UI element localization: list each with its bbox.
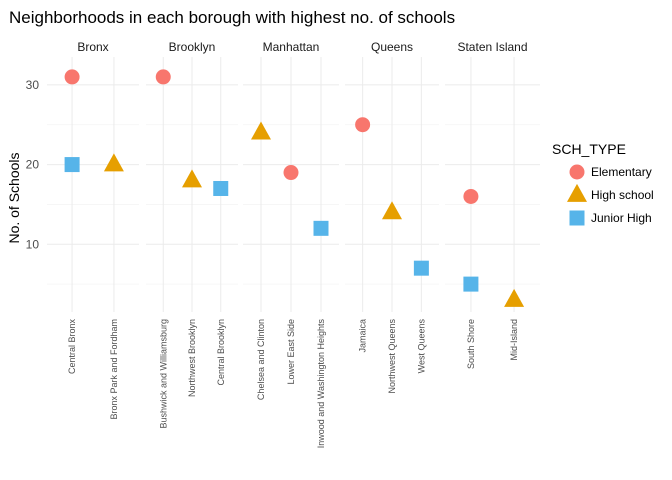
facet-label: Manhattan xyxy=(263,40,320,54)
legend-entry-elementary: Elementary xyxy=(569,164,652,180)
x-tick-label: Bronx Park and Fordham xyxy=(109,319,119,420)
legend-title: SCH_TYPE xyxy=(552,141,626,157)
x-tick-label: Northwest Brooklyn xyxy=(187,319,197,397)
point-high-school xyxy=(382,201,402,220)
legend-entries: Elementary High school Junior High xyxy=(567,164,654,226)
point-elementary xyxy=(155,69,171,85)
x-tick-label: Northwest Queens xyxy=(387,319,397,394)
point-high-school xyxy=(103,153,124,172)
x-tick-label: South Shore xyxy=(466,319,476,369)
x-tick-label: Lower East Side xyxy=(286,319,296,385)
facet-label: Queens xyxy=(371,40,413,54)
point-junior-high xyxy=(313,220,329,236)
y-axis-title: No. of Schools xyxy=(6,152,22,243)
x-tick-label: Jamaica xyxy=(358,319,368,353)
facet-label: Brooklyn xyxy=(169,40,216,54)
chart-title: Neighborhoods in each borough with highe… xyxy=(9,8,455,27)
point-high-school xyxy=(182,169,202,188)
x-tick-label: Bushwick and Williamsburg xyxy=(158,319,168,429)
point-junior-high xyxy=(64,157,80,173)
legend-entry-high-school: High school xyxy=(567,183,654,202)
x-tick-label: Inwood and Washington Heights xyxy=(316,319,326,449)
point-high-school xyxy=(504,288,525,307)
x-tick-label: Chelsea and Clinton xyxy=(256,319,266,400)
legend-key-square xyxy=(569,210,585,226)
panel-bronx: Bronx Central Bronx Bronx Park and Fordham xyxy=(47,40,139,420)
x-tick-label: West Queens xyxy=(416,319,426,374)
point-elementary xyxy=(283,165,299,181)
point-high-school xyxy=(251,121,271,140)
legend-key-triangle xyxy=(567,183,587,202)
legend: SCH_TYPE Elementary High school Junior Hig… xyxy=(552,141,654,226)
legend-entry-junior-high: Junior High xyxy=(569,210,652,226)
facet-label: Bronx xyxy=(77,40,108,54)
panel-brooklyn: Brooklyn Bushwick and Williamsburg Northwe… xyxy=(146,40,238,429)
point-junior-high xyxy=(463,276,479,292)
facet-panels: Bronx Central Bronx Bronx Park and Fordham… xyxy=(47,40,540,448)
y-tick-label: 20 xyxy=(26,158,40,172)
x-tick-label: Central Brooklyn xyxy=(216,319,226,386)
x-tick-label: Mid-Island xyxy=(509,319,519,361)
legend-label: Junior High xyxy=(591,211,652,225)
panel-manhattan: Manhattan Chelsea and Clinton Lower East S… xyxy=(243,40,339,448)
legend-key-circle xyxy=(569,164,585,180)
panel-staten-island: Staten Island South Shore Mid-Island xyxy=(445,40,540,369)
x-tick-label: Central Bronx xyxy=(67,319,77,375)
legend-label: High school xyxy=(591,188,654,202)
point-junior-high xyxy=(413,260,429,276)
y-tick-label: 30 xyxy=(26,78,40,92)
panel-queens: Queens Jamaica Northwest Queens West Queens xyxy=(345,40,439,394)
point-junior-high xyxy=(213,180,229,196)
legend-label: Elementary xyxy=(591,165,652,179)
y-axis-ticks: 10 20 30 xyxy=(26,78,40,251)
point-elementary xyxy=(64,69,80,85)
point-elementary xyxy=(463,188,479,204)
point-elementary xyxy=(355,117,371,133)
facet-label: Staten Island xyxy=(457,40,527,54)
y-tick-label: 10 xyxy=(26,237,40,251)
